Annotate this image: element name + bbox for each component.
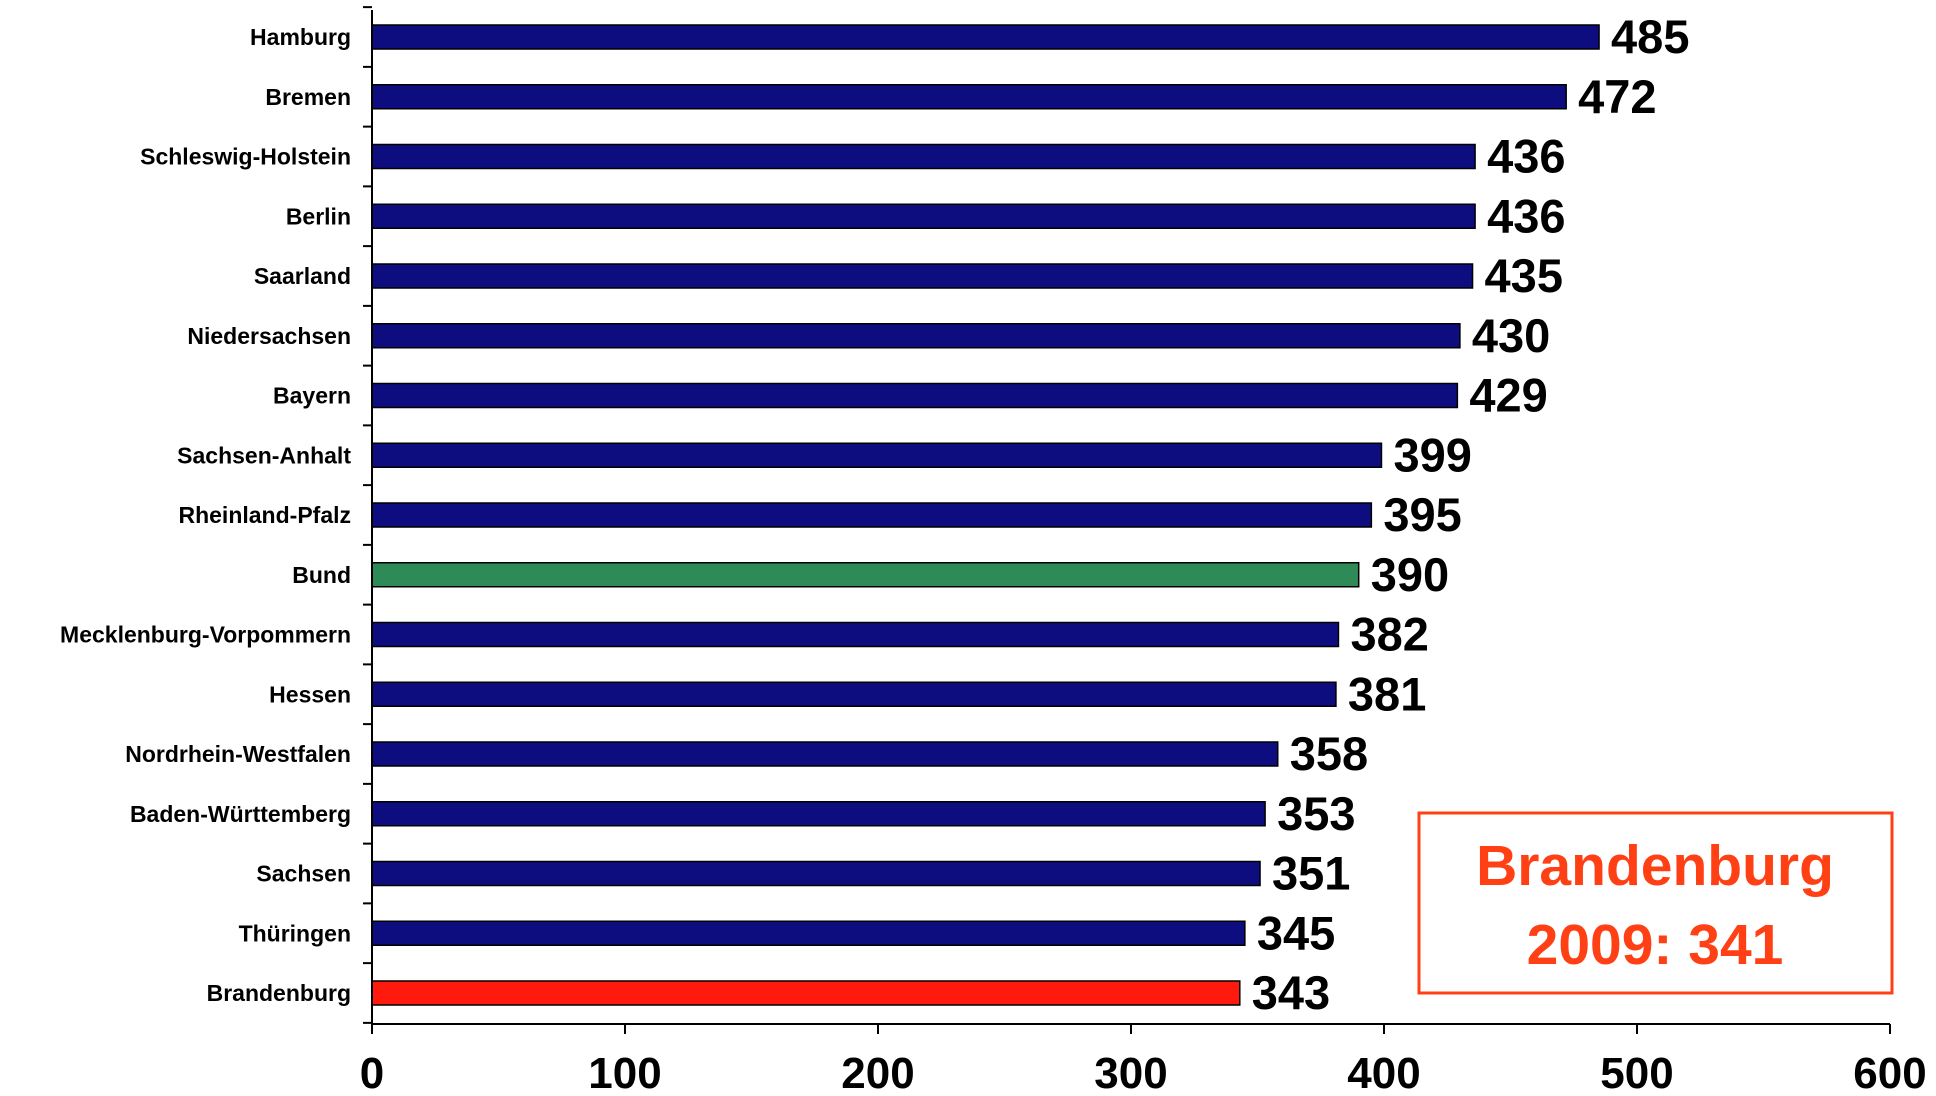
category-label-baden-wurttemberg: Baden-Württemberg [130, 801, 351, 827]
value-label-schleswig-holstein: 436 [1487, 130, 1565, 183]
category-label-bayern: Bayern [273, 383, 351, 409]
bar-sachsen [371, 860, 1261, 887]
bar-hessen [371, 681, 1337, 707]
bar-berlin [371, 203, 1476, 229]
value-label-hessen: 381 [1348, 667, 1426, 720]
category-label-nordrhein-westfalen: Nordrhein-Westfalen [125, 741, 351, 767]
value-label-brandenburg: 343 [1252, 966, 1330, 1019]
category-label-thuringen: Thüringen [239, 920, 351, 946]
bar-saarland [371, 263, 1474, 289]
category-label-saarland: Saarland [254, 263, 351, 289]
value-label-rheinland-pfalz: 395 [1383, 488, 1461, 541]
bars-group [371, 24, 1600, 1006]
x-tick-label-400: 400 [1347, 1049, 1420, 1096]
value-label-bund: 390 [1371, 548, 1449, 601]
value-label-sachsen-anhalt: 399 [1393, 428, 1471, 481]
annotation-line-1: Brandenburg [1476, 834, 1834, 898]
value-label-baden-wurttemberg: 353 [1277, 787, 1355, 840]
value-labels-group: 4854724364364354304293993953903823813583… [1252, 10, 1690, 1019]
x-tick-label-100: 100 [588, 1049, 661, 1096]
bar-niedersachsen [371, 323, 1461, 349]
value-label-bremen: 472 [1578, 70, 1656, 123]
bar-nordrhein-westfalen [371, 741, 1279, 767]
category-label-hamburg: Hamburg [250, 24, 351, 50]
value-label-bayern: 429 [1469, 369, 1547, 422]
category-labels-group: Hamburg Bremen Schleswig-Holstein Berlin Saa… [60, 24, 351, 1006]
value-label-hamburg: 485 [1611, 10, 1689, 63]
value-label-nordrhein-westfalen: 358 [1290, 727, 1368, 780]
bar-thuringen [371, 920, 1246, 946]
value-label-niedersachsen: 430 [1472, 309, 1550, 362]
value-label-mecklenburg-vorpommern: 382 [1350, 608, 1428, 661]
category-label-bremen: Bremen [265, 84, 351, 110]
x-tick-label-0: 0 [360, 1049, 384, 1096]
bar-mecklenburg-vorpommern [371, 621, 1340, 648]
value-label-sachsen: 351 [1272, 847, 1350, 900]
bar-brandenburg [371, 980, 1241, 1006]
category-label-sachsen: Sachsen [256, 861, 351, 887]
value-label-thuringen: 345 [1257, 906, 1335, 959]
x-tick-label-500: 500 [1600, 1049, 1673, 1096]
category-label-bund: Bund [292, 562, 351, 588]
bar-hamburg [371, 24, 1600, 50]
bar-schleswig-holstein [371, 143, 1476, 170]
category-label-schleswig-holstein: Schleswig-Holstein [140, 144, 351, 170]
bar-bund [371, 562, 1360, 588]
x-tick-label-600: 600 [1853, 1049, 1926, 1096]
category-label-berlin: Berlin [286, 203, 351, 229]
category-label-rheinland-pfalz: Rheinland-Pfalz [178, 502, 351, 528]
bar-baden-wurttemberg [371, 801, 1266, 827]
ticks-group: 0 100 200 300 400 500 600 [360, 6, 1927, 1096]
annotation-callout: Brandenburg 2009: 341 [1417, 811, 1894, 995]
value-label-berlin: 436 [1487, 189, 1565, 242]
bar-bayern [371, 382, 1459, 409]
x-tick-label-300: 300 [1094, 1049, 1167, 1096]
annotation-box [1417, 811, 1894, 995]
category-label-brandenburg: Brandenburg [207, 980, 351, 1006]
bar-rheinland-pfalz [371, 502, 1373, 528]
bar-sachsen-anhalt [371, 442, 1383, 468]
category-label-niedersachsen: Niedersachsen [187, 323, 351, 349]
category-label-sachsen-anhalt: Sachsen-Anhalt [177, 442, 351, 468]
value-label-saarland: 435 [1485, 249, 1563, 302]
x-tick-label-200: 200 [841, 1049, 914, 1096]
category-label-mecklenburg-vorpommern: Mecklenburg-Vorpommern [60, 622, 351, 648]
category-label-hessen: Hessen [269, 681, 351, 707]
bar-bremen [371, 84, 1567, 110]
annotation-line-2: 2009: 341 [1527, 913, 1784, 977]
